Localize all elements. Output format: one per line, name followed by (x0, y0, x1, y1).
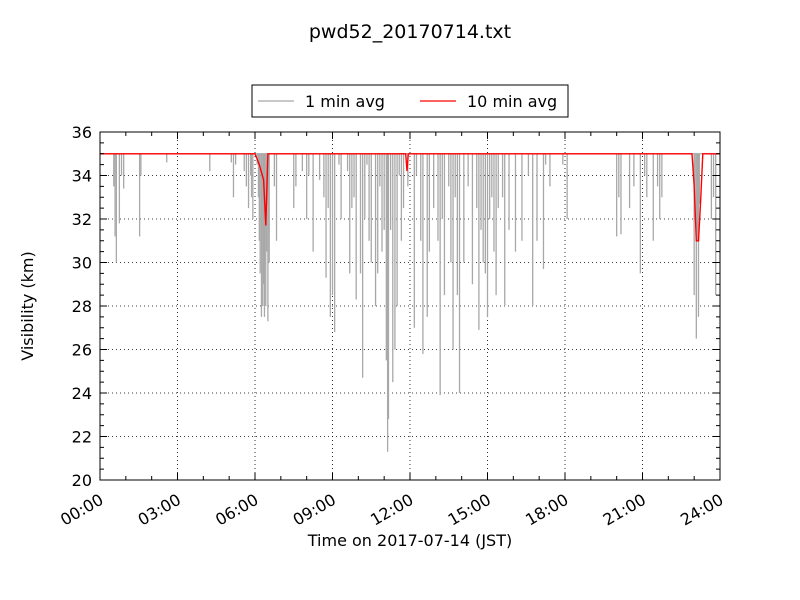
axis-ticks (99, 131, 721, 481)
legend-box (251, 84, 569, 118)
grid-lines (100, 132, 720, 480)
y-tick-label: 28 (72, 297, 92, 316)
y-tick-label: 24 (72, 384, 92, 403)
y-tick-label: 36 (72, 123, 92, 142)
series-10min-line (100, 153, 720, 242)
legend: 1 min avg 10 min avg (251, 84, 569, 118)
x-tick-labels: 00:00 03:00 06:00 09:00 12:00 15:00 18:00 21:00… (57, 490, 726, 530)
y-tick-label: 20 (72, 471, 92, 490)
y-tick-label: 30 (72, 254, 92, 273)
x-tick-label: 09:00 (290, 490, 339, 530)
x-tick-label: 18:00 (522, 490, 571, 530)
x-tick-label: 21:00 (600, 490, 649, 530)
x-tick-label: 15:00 (445, 490, 494, 530)
chart-title: pwd52_20170714.txt (309, 21, 511, 43)
legend-label-1min: 1 min avg (305, 92, 385, 111)
x-tick-label: 03:00 (135, 490, 184, 530)
series-1min (100, 153, 720, 452)
y-tick-label: 22 (72, 428, 92, 447)
y-axis-label: Visibility (km) (18, 251, 37, 360)
x-tick-label: 12:00 (367, 490, 416, 530)
y-tick-label: 26 (72, 341, 92, 360)
series-10min (99, 153, 721, 242)
y-tick-label: 34 (72, 167, 92, 186)
y-tick-label: 32 (72, 210, 92, 229)
legend-label-10min: 10 min avg (467, 92, 557, 111)
x-axis-label: Time on 2017-07-14 (JST) (307, 531, 512, 550)
x-tick-label: 00:00 (57, 490, 106, 530)
x-tick-label: 06:00 (212, 490, 261, 530)
y-tick-labels: 20 22 24 26 28 30 32 34 36 (72, 123, 92, 490)
x-tick-label: 24:00 (677, 490, 726, 530)
